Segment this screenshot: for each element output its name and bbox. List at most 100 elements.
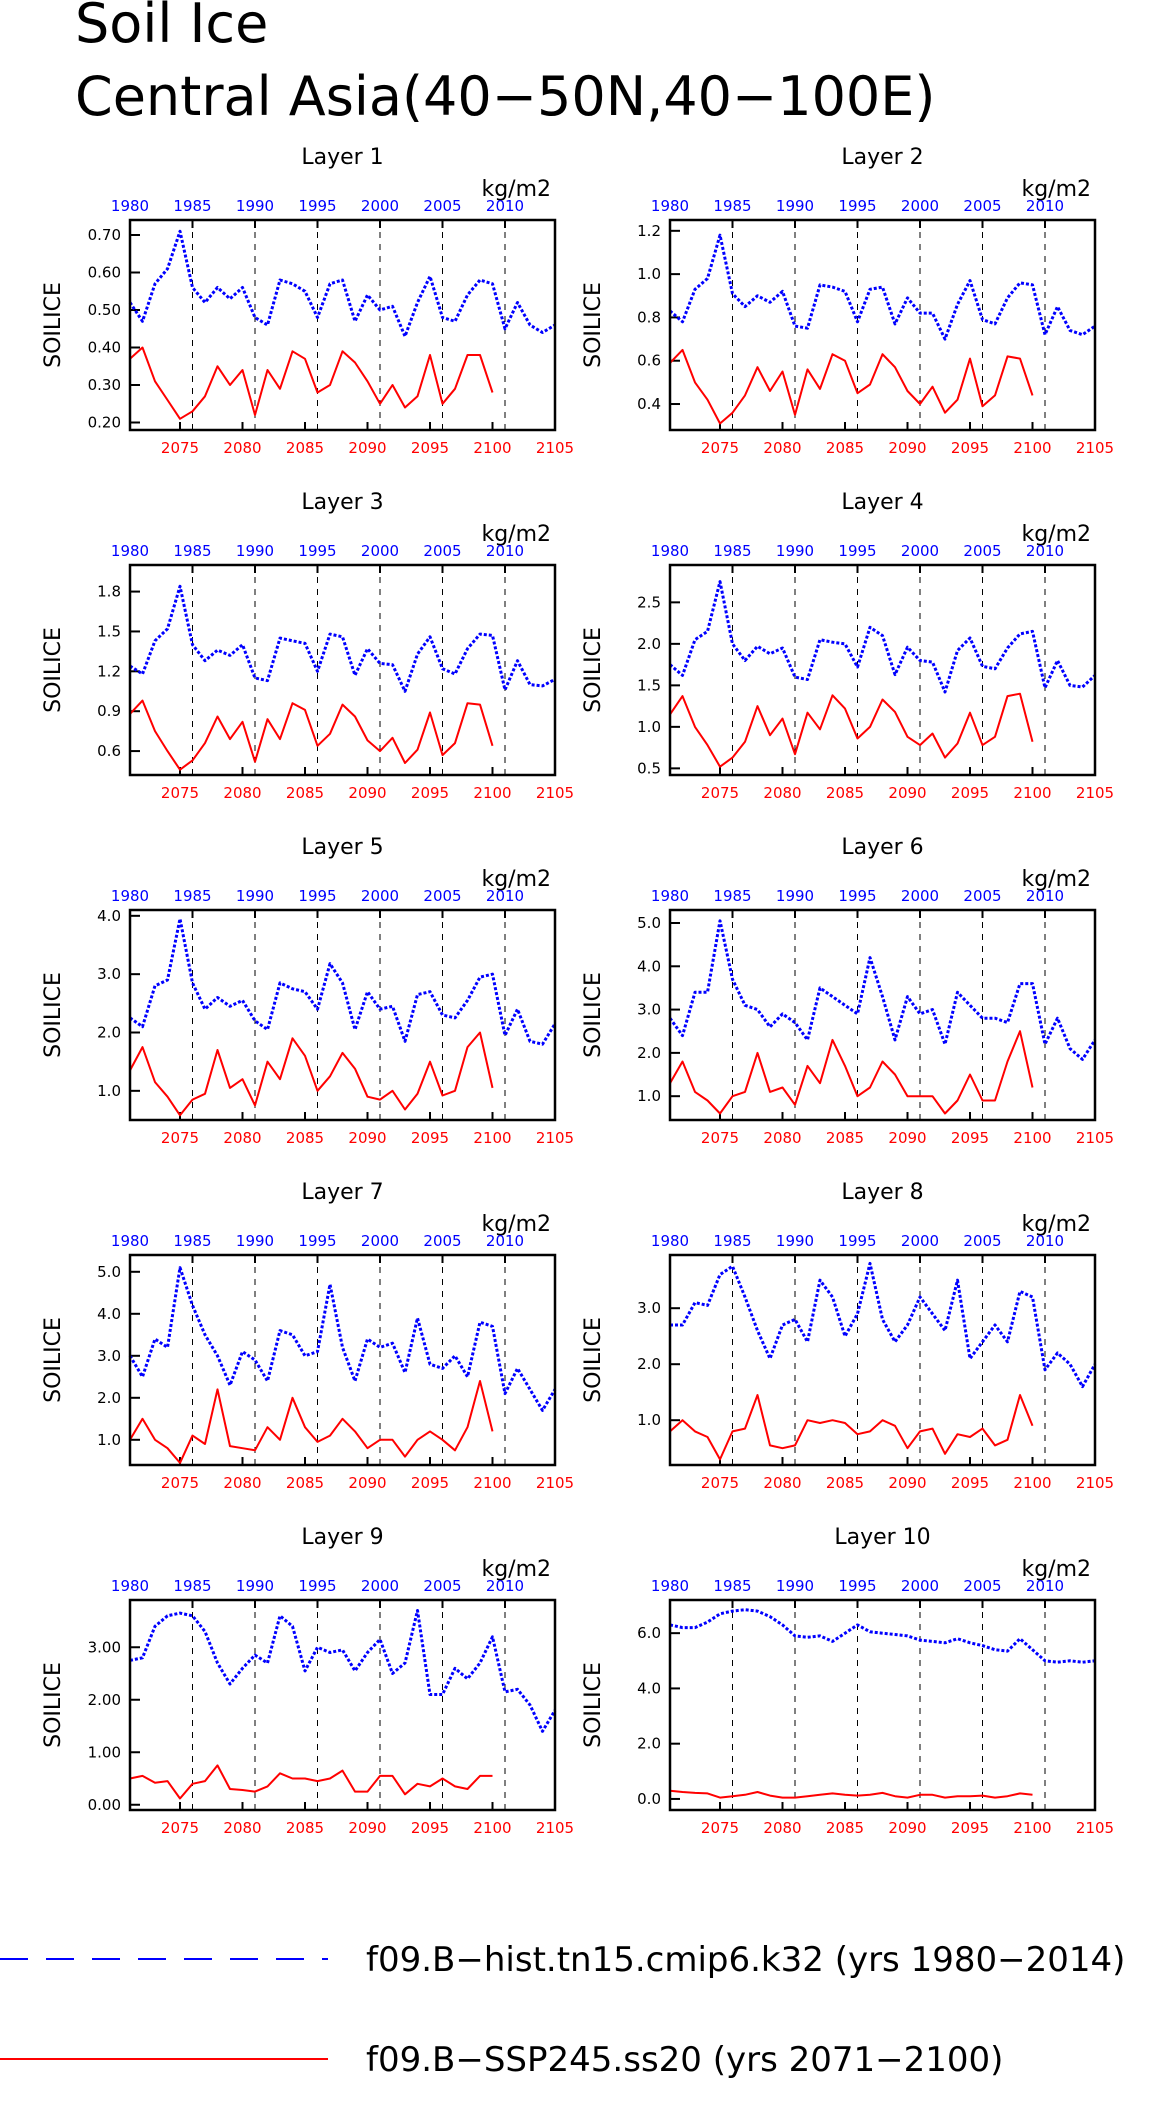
y-tick-label: 1.0 [637, 718, 661, 736]
y-tick-label: 1.2 [637, 222, 661, 240]
bottom-tick-label: 2100 [473, 1474, 511, 1492]
top-tick-label: 1985 [713, 1232, 751, 1250]
bottom-tick-label: 2105 [1076, 1474, 1114, 1492]
bottom-tick-label: 2105 [1076, 1129, 1114, 1147]
legend-ssp-label: f09.B−SSP245.ss20 (yrs 2071−2100) [366, 2040, 1003, 2080]
chart-panel: Layer 5 kg/m2 SOILICE 2075 2080 2085 2090 2095 2… [41, 835, 574, 1147]
bottom-tick-label: 2090 [888, 1819, 926, 1837]
top-tick-label: 2010 [1026, 887, 1064, 905]
units-label: kg/m2 [481, 177, 551, 202]
bottom-tick-label: 2080 [223, 1819, 261, 1837]
bottom-tick-label: 2090 [348, 1474, 386, 1492]
top-tick-label: 2005 [963, 1232, 1001, 1250]
y-tick-label: 1.0 [97, 1082, 121, 1100]
top-tick-label: 1990 [236, 887, 274, 905]
bottom-tick-label: 2095 [951, 1819, 989, 1837]
top-tick-label: 1985 [173, 197, 211, 215]
hist-series-line [668, 919, 1097, 1061]
bottom-tick-label: 2100 [1013, 1819, 1051, 1837]
y-tick-label: 0.40 [88, 339, 121, 357]
top-tick-label: 2010 [1026, 1232, 1064, 1250]
y-tick-label: 1.0 [637, 265, 661, 283]
top-tick-label: 1995 [838, 542, 876, 560]
bottom-tick-label: 2100 [1013, 784, 1051, 802]
plot-frame [128, 563, 557, 777]
bottom-tick-label: 2105 [1076, 439, 1114, 457]
top-tick-label: 1985 [173, 542, 211, 560]
top-tick-label: 1990 [776, 887, 814, 905]
y-tick-label: 1.0 [637, 1411, 661, 1429]
bottom-tick-label: 2085 [826, 439, 864, 457]
top-tick-label: 1990 [776, 1577, 814, 1595]
y-tick-label: 2.00 [88, 1691, 121, 1709]
y-axis-label: SOILICE [41, 972, 66, 1058]
top-tick-label: 2010 [486, 887, 524, 905]
top-tick-label: 1985 [173, 887, 211, 905]
bottom-tick-label: 2100 [1013, 439, 1051, 457]
top-tick-label: 1985 [713, 197, 751, 215]
bottom-tick-label: 2095 [411, 784, 449, 802]
y-axis-label: SOILICE [581, 1662, 606, 1748]
top-tick-label: 2000 [361, 197, 399, 215]
top-tick-label: 1995 [298, 1577, 336, 1595]
ssp-series-line [669, 692, 1034, 768]
bottom-tick-label: 2090 [888, 1129, 926, 1147]
y-tick-label: 3.0 [97, 1347, 121, 1365]
top-tick-label: 1985 [173, 1232, 211, 1250]
top-tick-label: 2010 [1026, 542, 1064, 560]
bottom-tick-label: 2090 [888, 439, 926, 457]
bottom-tick-label: 2080 [223, 1129, 261, 1147]
panel-title: Layer 9 [301, 1525, 383, 1550]
y-tick-label: 3.00 [88, 1638, 121, 1656]
ssp-series-line [669, 348, 1034, 425]
y-tick-label: 2.0 [637, 1735, 661, 1753]
top-tick-label: 2005 [963, 1577, 1001, 1595]
y-tick-label: 0.6 [97, 742, 121, 760]
units-label: kg/m2 [481, 522, 551, 547]
panel-title: Layer 2 [841, 145, 923, 170]
bottom-tick-label: 2105 [536, 784, 574, 802]
y-tick-label: 2.0 [637, 635, 661, 653]
chart-panel: Layer 2 kg/m2 SOILICE 2075 2080 2085 2090 2095 2… [581, 145, 1114, 457]
bottom-tick-label: 2085 [286, 1819, 324, 1837]
hist-series-line [128, 229, 556, 338]
bottom-tick-label: 2075 [161, 784, 199, 802]
top-tick-label: 1980 [111, 1577, 149, 1595]
top-tick-label: 2000 [901, 887, 939, 905]
bottom-tick-label: 2085 [286, 1474, 324, 1492]
y-tick-label: 1.0 [637, 1087, 661, 1105]
y-tick-label: 0.8 [637, 308, 661, 326]
bottom-tick-label: 2080 [763, 1474, 801, 1492]
hist-series-line [129, 917, 557, 1046]
top-tick-label: 2005 [963, 197, 1001, 215]
top-tick-label: 2000 [361, 1577, 399, 1595]
top-tick-label: 2010 [486, 197, 524, 215]
bottom-tick-label: 2085 [286, 1129, 324, 1147]
bottom-tick-label: 2085 [826, 1474, 864, 1492]
bottom-tick-label: 2080 [763, 1129, 801, 1147]
top-tick-label: 2005 [423, 887, 461, 905]
hist-series-line [129, 1609, 557, 1733]
units-label: kg/m2 [1021, 522, 1091, 547]
units-label: kg/m2 [1021, 1557, 1091, 1582]
top-tick-label: 2005 [423, 1232, 461, 1250]
bottom-tick-label: 2105 [536, 1129, 574, 1147]
bottom-tick-label: 2080 [223, 1474, 261, 1492]
top-tick-label: 2005 [423, 197, 461, 215]
ssp-series-line [129, 1764, 493, 1800]
panel-title: Layer 4 [841, 490, 923, 515]
figure-title-line2: Central Asia(40−50N,40−100E) [75, 65, 935, 128]
y-axis-label: SOILICE [41, 627, 66, 713]
bottom-tick-label: 2075 [701, 439, 739, 457]
y-tick-label: 2.0 [637, 1355, 661, 1373]
bottom-tick-label: 2105 [1076, 1819, 1114, 1837]
top-tick-label: 2000 [901, 542, 939, 560]
top-tick-label: 1980 [111, 887, 149, 905]
y-tick-label: 0.4 [637, 395, 661, 413]
y-tick-label: 0.50 [88, 301, 121, 319]
y-tick-label: 4.0 [637, 1679, 661, 1697]
chart-panel: Layer 8 kg/m2 SOILICE 2075 2080 2085 2090 2095 2… [581, 1180, 1114, 1492]
bottom-tick-label: 2090 [888, 1474, 926, 1492]
plot-frame [668, 1598, 1097, 1812]
bottom-tick-label: 2105 [536, 439, 574, 457]
